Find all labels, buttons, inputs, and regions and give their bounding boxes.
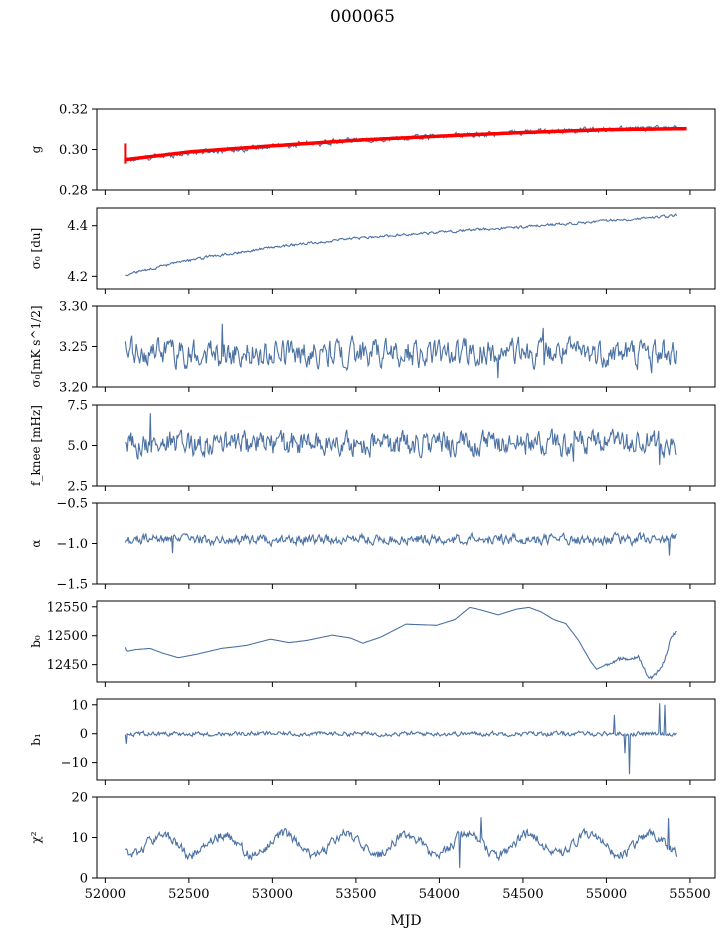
xtick-label: 54500	[502, 887, 543, 902]
panel-alpha: −1.5 −1.0 −0.5 α	[29, 497, 716, 593]
fit-line-g	[125, 126, 687, 162]
ylabel-g: g	[29, 145, 43, 153]
ytick-label-b1: −10	[61, 756, 88, 771]
ytick-label-alpha: −1.5	[56, 578, 88, 593]
ytick-label-b1: 0	[80, 727, 88, 742]
series-line-b0	[124, 606, 677, 680]
ytick-label-f_knee: 2.5	[67, 480, 88, 495]
ytick-label-alpha: −1.0	[56, 537, 88, 552]
ytick-label-f_knee: 5.0	[67, 439, 88, 454]
xtick-label: 53500	[335, 887, 376, 902]
ytick-label-g: 0.32	[59, 103, 88, 118]
ytick-label-chi2: 20	[71, 791, 88, 806]
xtick-label: 54000	[419, 887, 460, 902]
ylabel-sigma0_du: σ₀ [du]	[29, 228, 43, 270]
panel-chi2: 0 10 20 52000 52500 53000 53500 54000 54500 55000…	[29, 791, 716, 902]
xtick-label: 52500	[168, 887, 209, 902]
figure-title: 000065	[330, 7, 395, 27]
series-line-b1	[124, 703, 677, 775]
ylabel-b1: b₁	[29, 733, 43, 746]
series-line-sigma0_du	[125, 213, 678, 277]
axes-frame-sigma0_du	[96, 207, 716, 290]
ytick-label-f_knee: 7.5	[67, 399, 88, 414]
xtick-label: 52000	[85, 887, 126, 902]
axes-frame-b1	[96, 698, 716, 781]
ytick-label-g: 0.30	[59, 143, 88, 158]
ytick-label-sigma0_mk: 3.25	[59, 340, 88, 355]
axes-frame-b0	[96, 600, 716, 683]
ytick-label-sigma0_du: 4.4	[67, 219, 88, 234]
ytick-label-sigma0_du: 4.2	[67, 270, 88, 285]
panel-sigma0_du: 4.2 4.4 σ₀ [du]	[29, 207, 716, 294]
ytick-label-g: 0.28	[59, 184, 88, 199]
panel-b1: −10 0 10 b₁	[29, 698, 716, 785]
ylabel-sigma0_mk: σ₀[mK s^1/2]	[29, 305, 43, 387]
ytick-label-alpha: −0.5	[56, 497, 88, 512]
panel-sigma0_mk: 3.20 3.25 3.30 σ₀[mK s^1/2]	[29, 300, 716, 396]
ylabel-alpha: α	[29, 539, 43, 547]
series-line-f_knee	[125, 413, 677, 465]
ylabel-b0: b₀	[29, 635, 43, 648]
series-line-alpha	[124, 531, 678, 556]
axes-frame-g	[96, 108, 716, 191]
ytick-label-b1: 10	[71, 698, 88, 713]
ylabel-f_knee: f_knee [mHz]	[29, 405, 43, 486]
series-line-chi2	[125, 817, 678, 868]
ytick-label-b0: 12500	[47, 629, 88, 644]
panel-b0: 12450 12500 12550 b₀	[29, 600, 716, 687]
ytick-label-b0: 12550	[47, 600, 88, 615]
xaxis-label: MJD	[390, 913, 421, 929]
ylabel-chi2: χ²	[29, 831, 43, 843]
xtick-label: 55500	[669, 887, 710, 902]
ytick-label-chi2: 0	[80, 872, 88, 887]
panel-f_knee: 2.5 5.0 7.5 f_knee [mHz]	[29, 399, 716, 495]
ytick-label-sigma0_mk: 3.30	[59, 300, 88, 315]
ytick-label-sigma0_mk: 3.20	[59, 381, 88, 396]
ytick-label-b0: 12450	[47, 658, 88, 673]
xtick-label: 53000	[252, 887, 293, 902]
xtick-label: 55000	[586, 887, 627, 902]
panel-g: 0.28 0.30 0.32 g	[29, 103, 716, 199]
series-line-sigma0_mk	[124, 323, 678, 379]
axes-frame-sigma0_mk	[96, 305, 716, 388]
ytick-label-chi2: 10	[71, 831, 88, 846]
